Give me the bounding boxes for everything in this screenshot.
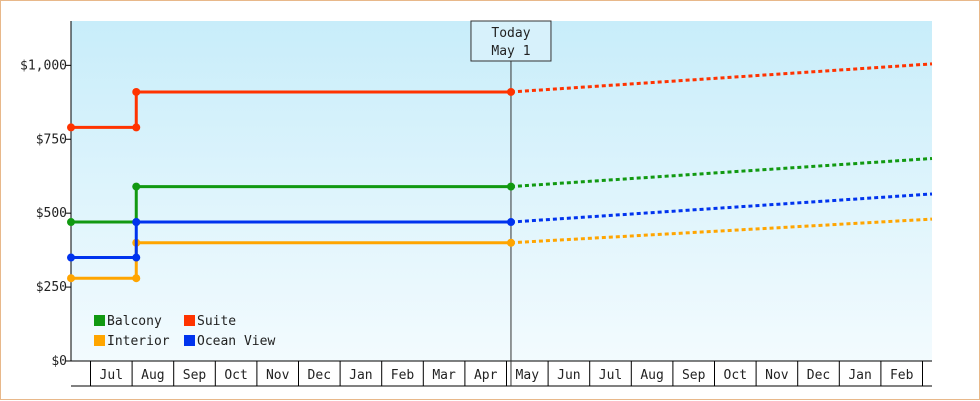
month-label: Apr [474,368,498,383]
today-label-line1: Today [491,26,530,41]
month-label: Jan [349,368,372,383]
legend: Balcony Suite Interior Ocean View [94,314,275,349]
month-label: Aug [640,368,663,383]
month-label: Jan [848,368,871,383]
month-axis: Jul Aug Sep Oct Nov Dec Jan Feb Mar Apr May Jun Jul A… [90,361,923,386]
suite-history-line [71,90,511,129]
balcony-point [132,182,141,191]
ocean-view-point [132,253,141,262]
month-label: Dec [308,368,331,383]
month-label: Mar [432,368,456,383]
plot-area [71,21,932,361]
month-label: Oct [224,368,247,383]
ocean-view-history-line [71,220,511,260]
month-label: Jun [557,368,580,383]
month-label: Sep [682,368,706,383]
balcony-legend-swatch [94,315,105,326]
y-tick-label: $750 [36,132,67,147]
y-tick-label: $1,000 [20,58,67,73]
balcony-forecast-line [510,156,933,189]
axes: $0 $250 $500 $750 $1,000 [20,21,932,387]
suite-legend-label: Suite [197,314,236,329]
interior-forecast-line [510,217,933,245]
month-label: Sep [183,368,207,383]
interior-point [132,274,141,283]
month-label: Oct [724,368,747,383]
month-label: Dec [807,368,830,383]
balcony-point [506,182,515,191]
suite-point [67,123,75,132]
month-label: Jul [100,368,123,383]
today-label-line2: May 1 [491,44,530,59]
y-tick-label: $0 [51,354,67,369]
interior-point [506,238,515,247]
month-label: Feb [890,368,914,383]
ocean-view-forecast-line [510,192,933,224]
month-label: Nov [765,368,789,383]
suite-forecast-line [510,62,933,94]
month-label: May [516,368,540,383]
y-tick-label: $500 [36,206,67,221]
balcony-point [67,218,75,227]
ocean-view-legend-swatch [184,335,195,346]
suite-point [132,87,141,96]
month-label: Nov [266,368,290,383]
today-marker: Today May 1 [470,20,552,386]
balcony-history-line [71,185,511,224]
balcony-legend-label: Balcony [107,314,162,329]
ocean-view-point [67,253,75,262]
month-label: Jul [599,368,622,383]
ocean-view-legend-label: Ocean View [197,334,275,349]
month-label: Aug [141,368,164,383]
suite-point [506,87,515,96]
series-lines [67,62,933,283]
interior-legend-swatch [94,335,105,346]
suite-legend-swatch [184,315,195,326]
ocean-view-point [506,218,515,227]
today-box [470,20,552,62]
month-label: Feb [391,368,415,383]
interior-legend-label: Interior [107,334,170,349]
interior-point [67,274,75,283]
ocean-view-point [132,218,141,227]
suite-point [132,123,141,132]
y-tick-label: $250 [36,280,67,295]
